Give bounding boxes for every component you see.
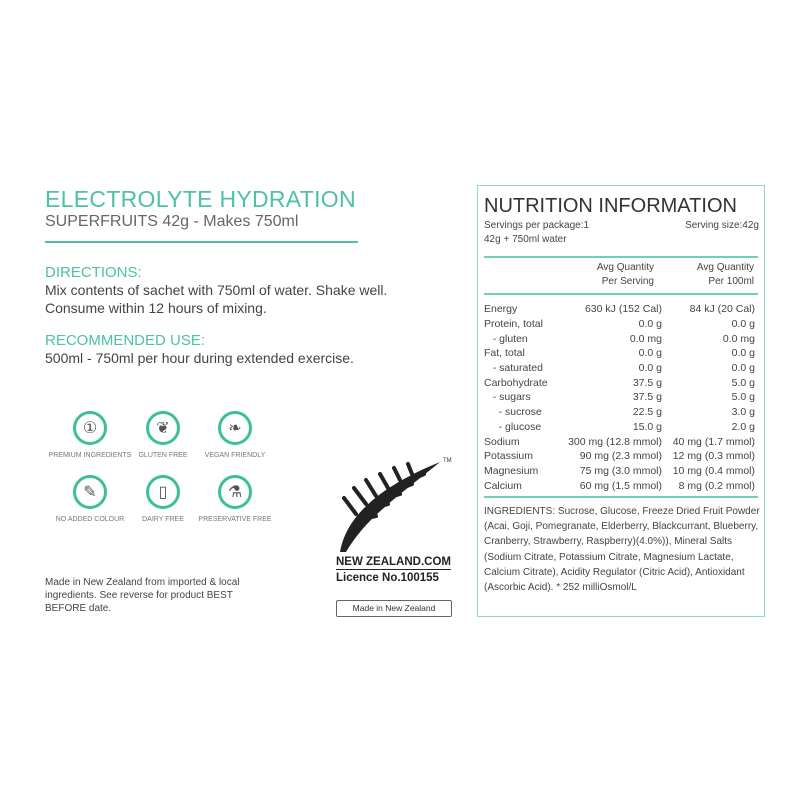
badge-label: PREMIUM INGREDIENTS xyxy=(48,452,132,459)
nutrition-title: NUTRITION INFORMATION xyxy=(484,195,737,217)
product-subtitle: SUPERFRUITS 42g - Makes 750ml xyxy=(45,213,299,230)
col-header-line: Avg Quantity xyxy=(596,262,654,273)
nutrition-row: Carbohydrate 37.5 g 5.0 g xyxy=(484,375,755,390)
per-serving-value: 75 mg (3.0 mmol) xyxy=(579,464,663,477)
ingredients: INGREDIENTS: Sucrose, Glucose, Freeze Dr… xyxy=(484,506,760,594)
dropper-icon: ✎ xyxy=(73,475,107,509)
badge-label: NO ADDED COLOUR xyxy=(55,516,125,523)
nutrient-name: - gluten xyxy=(484,332,528,345)
nutrition-row: Calcium 60 mg (1.5 mmol) 8 mg (0.2 mmol) xyxy=(484,478,755,493)
per-100ml-value: 84 kJ (20 Cal) xyxy=(689,303,755,316)
per-serving-value: 0.0 g xyxy=(638,347,663,360)
badge-label: VEGAN FRIENDLY xyxy=(204,452,266,459)
nutrient-name: Carbohydrate xyxy=(484,376,548,389)
per-serving-value: 15.0 g xyxy=(632,420,663,433)
nutrition-row: Sodium 300 mg (12.8 mmol) 40 mg (1.7 mmol) xyxy=(484,434,755,449)
per-serving-value: 60 mg (1.5 mmol) xyxy=(579,479,663,492)
col-header-line: Per Serving xyxy=(601,276,654,287)
per-100ml-value: 5.0 g xyxy=(731,376,755,389)
flask-icon: ⚗ xyxy=(218,475,252,509)
nutrient-name: - saturated xyxy=(484,362,543,375)
per-100ml-value: 0.0 g xyxy=(731,318,755,331)
col-header-line: Avg Quantity xyxy=(696,262,754,273)
nutrition-row: - sucrose 22.5 g 3.0 g xyxy=(484,405,755,420)
nz-licence: Licence No.100155 xyxy=(336,572,439,584)
badge-label: PRESERVATIVE FREE xyxy=(198,516,272,523)
per-100ml-value: 8 mg (0.2 mmol) xyxy=(678,479,755,492)
nutrition-row: - saturated 0.0 g 0.0 g xyxy=(484,361,755,376)
per-serving-value: 0.0 g xyxy=(638,318,663,331)
col-header-line: Per 100ml xyxy=(708,276,754,287)
nutrition-panel xyxy=(477,185,765,617)
nutrient-name: Fat, total xyxy=(484,347,525,360)
leaf-icon: ❧ xyxy=(218,411,252,445)
divider xyxy=(484,293,758,295)
per-serving-value: 300 mg (12.8 mmol) xyxy=(568,435,663,448)
col-header-serving: Avg Quantity Per Serving xyxy=(560,261,654,289)
nutrient-name: - sucrose xyxy=(484,406,542,419)
per-100ml-value: 3.0 g xyxy=(731,406,755,419)
divider xyxy=(45,241,358,243)
nutrition-row: - glucose 15.0 g 2.0 g xyxy=(484,420,755,435)
per-100ml-value: 40 mg (1.7 mmol) xyxy=(672,435,755,448)
wheat-icon: ❦ xyxy=(146,411,180,445)
trademark: TM xyxy=(443,458,452,464)
nutrient-name: - glucose xyxy=(484,420,542,433)
per-serving-value: 0.0 g xyxy=(638,362,663,375)
divider xyxy=(484,256,758,258)
nutrient-name: Potassium xyxy=(484,450,534,463)
nutrient-name: Energy xyxy=(484,303,518,316)
preparation: 42g + 750ml water xyxy=(484,234,567,245)
divider xyxy=(484,496,758,498)
nutrition-row: Energy 630 kJ (152 Cal) 84 kJ (20 Cal) xyxy=(484,302,755,317)
recommended-text: 500ml - 750ml per hour during extended e… xyxy=(45,350,354,366)
per-100ml-value: 0.0 g xyxy=(731,362,755,375)
directions-line: Consume within 12 hours of mixing. xyxy=(45,300,267,316)
origin-note: Made in New Zealand from imported & loca… xyxy=(45,577,240,614)
nutrition-row: Fat, total 0.0 g 0.0 g xyxy=(484,346,755,361)
nutrient-name: Protein, total xyxy=(484,318,543,331)
badge-label: DAIRY FREE xyxy=(142,516,184,523)
nutrient-name: Magnesium xyxy=(484,464,539,477)
nutrition-row: Magnesium 75 mg (3.0 mmol) 10 mg (0.4 mmol… xyxy=(484,464,755,479)
serving-size: Serving size:42g xyxy=(685,220,759,231)
directions-heading: DIRECTIONS: xyxy=(45,264,142,281)
nutrition-row: - gluten 0.0 mg 0.0 mg xyxy=(484,331,755,346)
recommended-heading: RECOMMENDED USE: xyxy=(45,332,206,349)
nutrition-table: Energy 630 kJ (152 Cal) 84 kJ (20 Cal) Prot… xyxy=(484,302,755,493)
nz-brand: NEW ZEALAND.COM xyxy=(336,556,451,570)
per-100ml-value: 5.0 g xyxy=(731,391,755,404)
per-100ml-value: 0.0 g xyxy=(731,347,755,360)
rosette-icon: ① xyxy=(73,411,107,445)
servings-per-package: Servings per package:1 xyxy=(484,220,590,231)
col-header-100ml: Avg Quantity Per 100ml xyxy=(660,261,754,289)
per-100ml-value: 2.0 g xyxy=(731,420,755,433)
per-serving-value: 630 kJ (152 Cal) xyxy=(584,303,663,316)
nutrient-name: - sugars xyxy=(484,391,531,404)
nutrition-row: - sugars 37.5 g 5.0 g xyxy=(484,390,755,405)
product-title: ELECTROLYTE HYDRATION xyxy=(45,186,356,212)
fern-logo xyxy=(340,462,440,552)
per-serving-value: 22.5 g xyxy=(632,406,663,419)
directions-line: Mix contents of sachet with 750ml of wat… xyxy=(45,282,388,298)
nutrition-row: Potassium 90 mg (2.3 mmol) 12 mg (0.3 mmol… xyxy=(484,449,755,464)
badge-label: GLUTEN FREE xyxy=(138,452,188,459)
per-100ml-value: 12 mg (0.3 mmol) xyxy=(672,450,755,463)
nutrient-name: Calcium xyxy=(484,479,522,492)
per-serving-value: 37.5 g xyxy=(632,391,663,404)
per-100ml-value: 10 mg (0.4 mmol) xyxy=(672,464,755,477)
nutrient-name: Sodium xyxy=(484,435,520,448)
nutrition-row: Protein, total 0.0 g 0.0 g xyxy=(484,317,755,332)
directions-text: Mix contents of sachet with 750ml of wat… xyxy=(45,281,387,317)
per-serving-value: 90 mg (2.3 mmol) xyxy=(579,450,663,463)
per-serving-value: 37.5 g xyxy=(632,376,663,389)
per-100ml-value: 0.0 mg xyxy=(722,332,755,345)
per-serving-value: 0.0 mg xyxy=(629,332,663,345)
milk-carton-icon: ▯ xyxy=(146,475,180,509)
made-in-nz-badge: Made in New Zealand xyxy=(336,600,452,617)
